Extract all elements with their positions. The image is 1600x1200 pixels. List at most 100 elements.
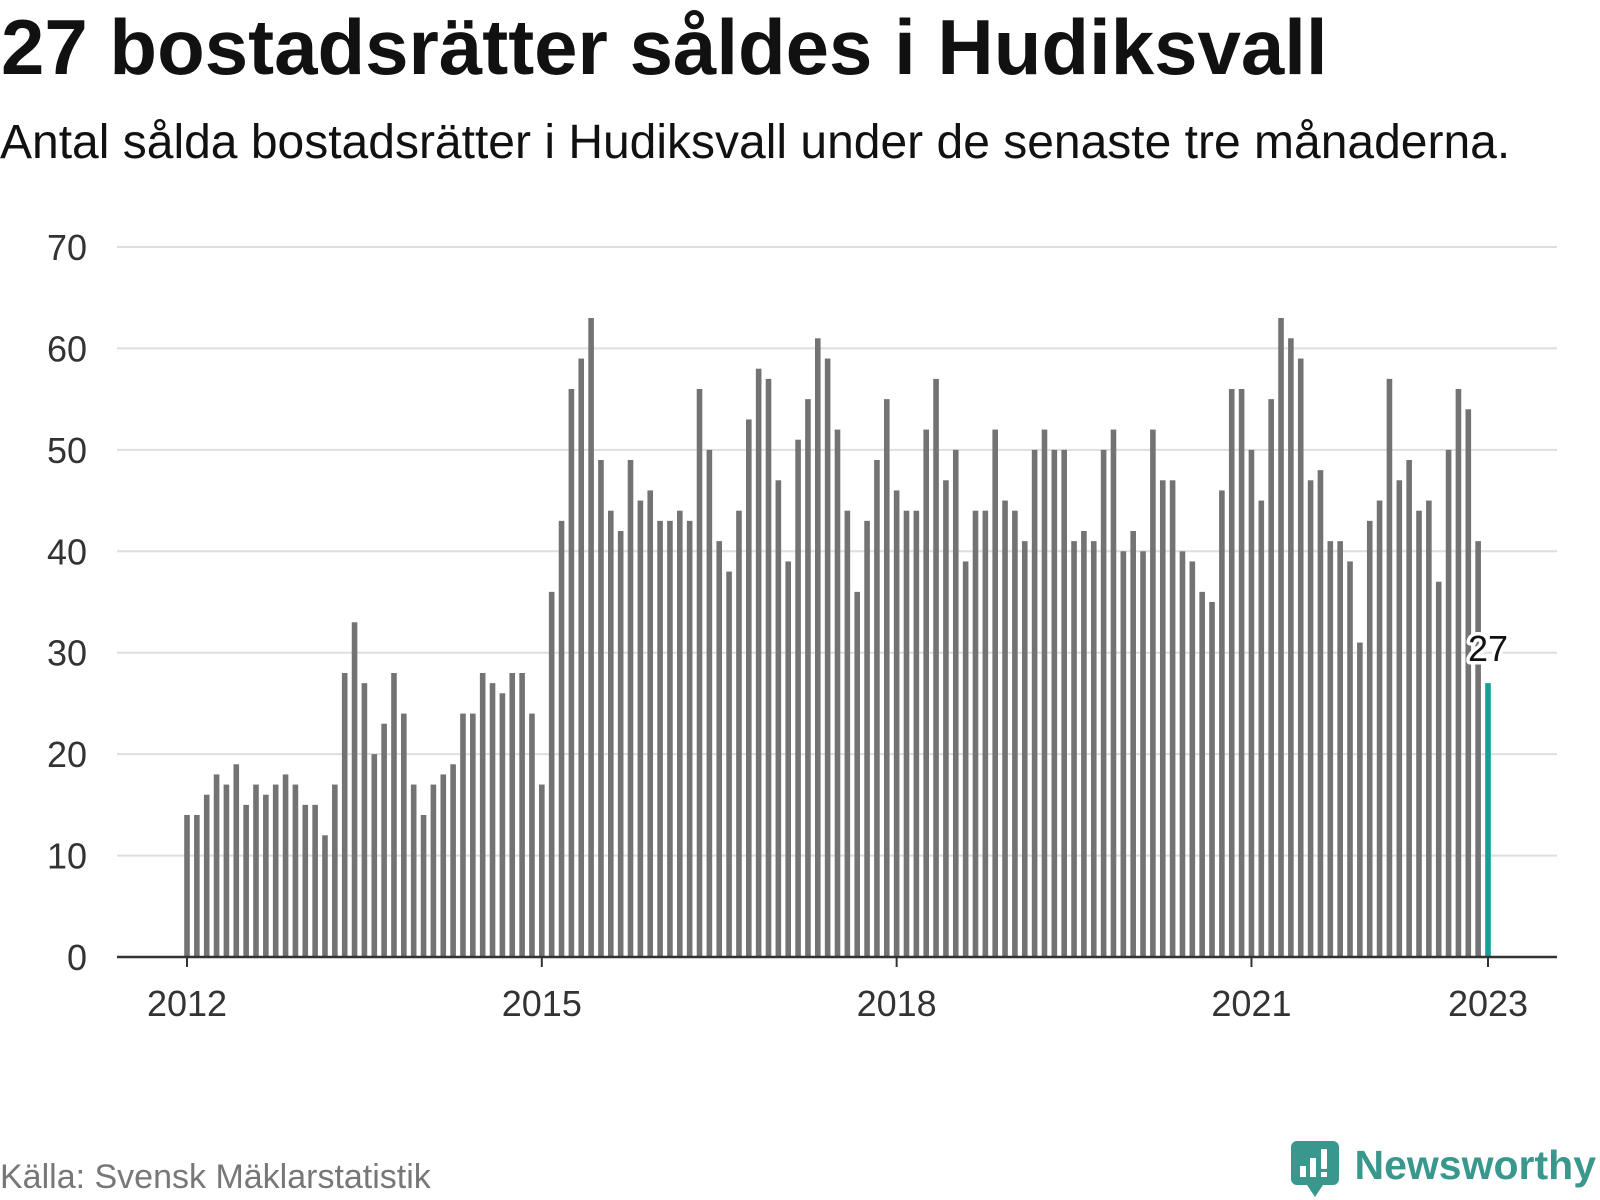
bar [233,764,240,957]
bar [322,835,328,957]
bar [775,480,782,957]
bar [499,693,506,957]
x-tick-label: 2018 [857,983,937,1024]
bar [1278,318,1284,957]
bar [1396,480,1403,957]
x-tick-label: 2015 [502,983,582,1024]
y-tick-label: 60 [47,328,87,369]
bar [716,541,723,957]
bar [1337,541,1343,957]
bar [401,713,407,957]
bar [529,713,535,957]
bar [637,500,644,957]
y-tick-label: 30 [47,633,87,674]
bar [1228,389,1235,957]
source-note: Källa: Svensk Mäklarstatistik [0,1158,431,1196]
bar [361,683,368,957]
bar [913,510,920,957]
bar [588,318,594,957]
bar [312,804,318,957]
bar [726,571,732,957]
bar [351,622,358,957]
bar [962,561,969,957]
bar [578,358,585,957]
bar [805,399,811,957]
bar [1297,358,1304,957]
x-tick-label: 2021 [1211,983,1291,1024]
bar [992,429,998,957]
bar [391,673,397,957]
bar [558,520,565,957]
bar [1317,470,1324,957]
bar [952,449,959,957]
bar [893,490,900,957]
bar [1416,510,1422,957]
bar [1169,480,1176,957]
bar [548,591,555,957]
bar [568,389,575,957]
bar [1238,389,1245,957]
bar [470,713,476,957]
bar [1159,480,1166,957]
bar [1081,531,1087,957]
bar [1455,389,1462,957]
bar [667,520,673,957]
bar [1258,500,1265,957]
y-tick-label: 40 [47,531,87,572]
bar [1061,449,1067,957]
bar [617,531,624,957]
bar [657,520,663,957]
y-tick-label: 70 [47,227,87,268]
bar [982,510,989,957]
bar [489,683,496,957]
bar [253,784,259,957]
bar [598,460,604,957]
bar [1012,510,1018,957]
bar [814,338,821,957]
y-tick-label: 50 [47,430,87,471]
bar [1219,490,1225,957]
bar [479,673,486,957]
bar [824,358,831,957]
y-axis-labels: 0 10 20 30 40 50 60 70 [47,227,87,978]
bar [332,784,338,957]
bar [282,774,289,957]
x-axis-ticks: 2012 2015 2018 2021 2023 [147,957,1528,1024]
y-tick-label: 10 [47,836,87,877]
bar [440,774,447,957]
bar [746,419,752,957]
bar [213,774,220,957]
bar [509,673,516,957]
bar [1445,449,1452,957]
bar [1051,449,1058,957]
bar [1090,541,1097,957]
bar [1376,500,1383,957]
bar [1021,541,1028,957]
bar [1071,541,1077,957]
logo-text: Newsworthy [1354,1142,1597,1188]
bar [1031,449,1038,957]
bar [1002,500,1008,957]
chart-title: 27 bostadsrätter såldes i Hudiksvall [1,3,1328,91]
bar [1435,581,1442,957]
bar [1465,409,1472,957]
bar [1100,449,1107,957]
bar [795,439,801,958]
bar [736,510,742,957]
bar [1426,500,1432,957]
bar [1140,551,1146,957]
bar [1248,449,1255,957]
bar [923,429,929,957]
bar [272,784,279,957]
bar [539,784,545,957]
bar [410,784,417,957]
bar [420,815,427,957]
bar [647,490,654,957]
bar [1268,399,1274,957]
bar [1041,429,1048,957]
bar [755,368,762,958]
bar [1366,520,1373,957]
bar [854,591,861,957]
x-tick-label: 2012 [147,983,227,1024]
